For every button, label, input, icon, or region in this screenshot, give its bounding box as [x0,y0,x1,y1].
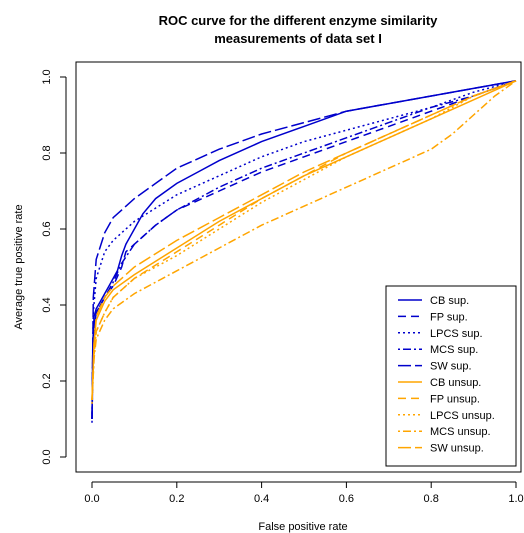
legend-label-5: CB unsup. [430,377,481,389]
legend-box [385,285,517,467]
x-tick-label: 0.0 [84,493,99,505]
series-line-3 [91,80,517,423]
series-line-9 [91,80,517,401]
x-tick-label: 0.2 [169,493,184,505]
chart-title-line-2: measurements of data set I [214,31,382,46]
chart-title-line-1: ROC curve for the different enzyme simil… [159,13,439,28]
y-tick-label: 0.0 [41,449,53,464]
legend-label-6: FP unsup. [430,393,480,405]
series-layer [91,80,517,423]
series-line-4 [91,80,517,420]
y-tick-label: 1.0 [41,69,53,84]
series-line-0 [91,80,517,420]
y-tick-label: 0.4 [41,297,53,312]
legend-label-8: MCS unsup. [430,426,491,438]
y-tick-label: 0.6 [41,221,53,236]
legend-label-3: MCS sup. [430,344,478,356]
x-tick-label: 1.0 [508,493,523,505]
legend-label-4: SW sup. [430,361,472,373]
x-tick-label: 0.8 [424,493,439,505]
y-axis: 0.0 0.2 0.4 0.6 0.8 1.0 [41,69,67,465]
legend-label-2: LPCS sup. [430,328,483,340]
x-axis: 0.0 0.2 0.4 0.6 0.8 1.0 [84,481,524,505]
y-axis-label: Average true positive rate [13,204,25,329]
x-tick-label: 0.6 [339,493,354,505]
legend-label-9: SW unsup. [430,443,484,455]
legend: CB sup. FP sup. LPCS sup. MCS sup. SW sup. CB… [385,285,517,467]
series-line-8 [91,80,517,401]
x-tick-label: 0.4 [254,493,269,505]
x-axis-label: False positive rate [258,521,347,533]
series-line-7 [91,80,517,404]
legend-label-7: LPCS unsup. [430,410,495,422]
y-tick-label: 0.2 [41,373,53,388]
y-tick-label: 0.8 [41,145,53,160]
legend-label-1: FP sup. [430,311,468,323]
legend-label-0: CB sup. [430,295,469,307]
series-line-2 [91,80,517,420]
plot-frame [75,61,522,473]
